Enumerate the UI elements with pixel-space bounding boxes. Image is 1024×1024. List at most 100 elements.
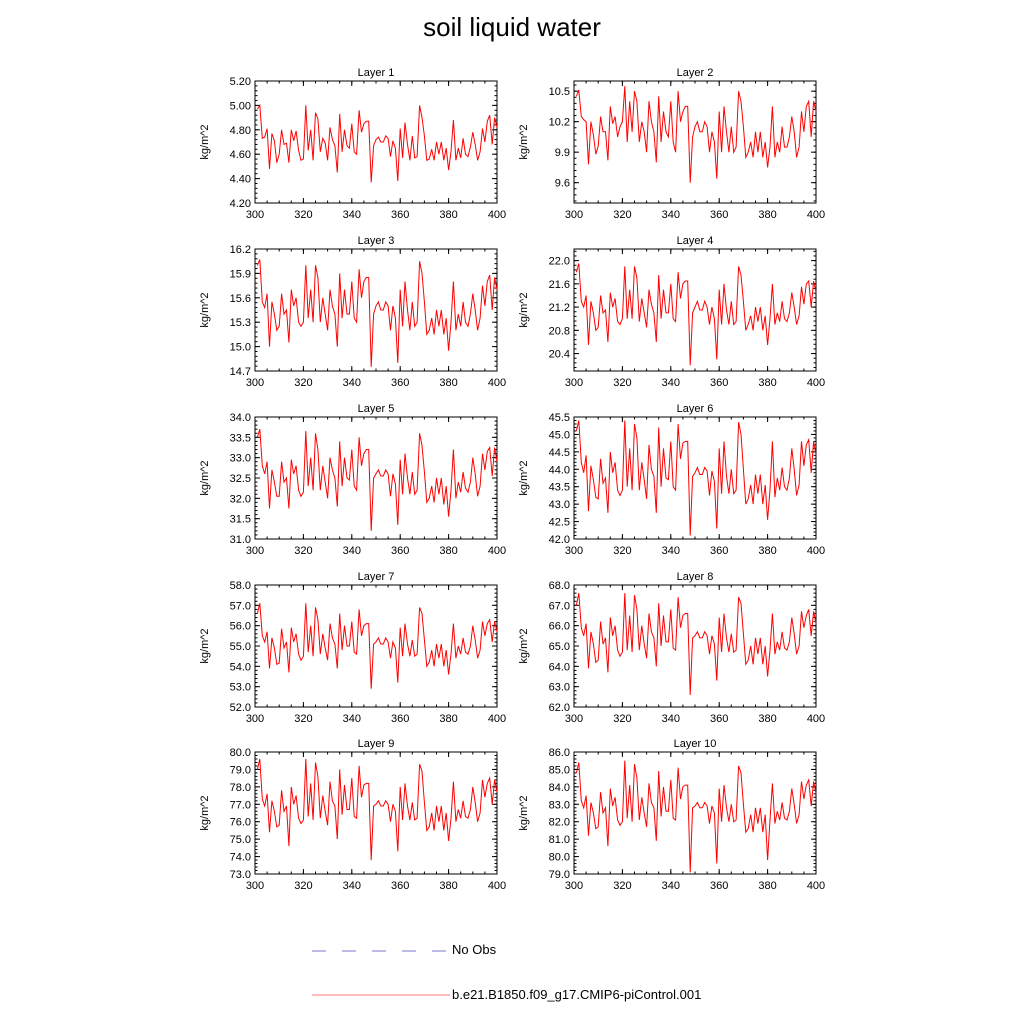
y-tick-label: 79.0: [230, 764, 251, 776]
y-tick-label: 21.2: [549, 302, 570, 314]
y-tick-label: 15.3: [230, 317, 251, 329]
y-tick-label: 4.60: [230, 149, 251, 161]
x-tick-label: 400: [807, 377, 825, 389]
y-tick-label: 54.0: [230, 661, 251, 673]
y-tick-label: 78.0: [230, 782, 251, 794]
legend-label-no-obs: No Obs: [452, 942, 497, 957]
y-tick-label: 5.00: [230, 100, 251, 112]
x-tick-label: 400: [488, 880, 506, 892]
y-tick-label: 9.9: [555, 147, 570, 159]
plot-frame: [254, 584, 498, 708]
x-tick-label: 300: [565, 713, 583, 725]
x-tick-label: 400: [807, 209, 825, 221]
x-tick-label: 300: [565, 880, 583, 892]
x-tick-label: 320: [294, 209, 312, 221]
y-tick-label: 33.0: [230, 453, 251, 465]
y-tick-label: 86.0: [549, 747, 570, 759]
plot-frame: [573, 584, 817, 708]
x-tick-label: 340: [662, 545, 680, 557]
x-tick-label: 380: [439, 545, 457, 557]
y-tick-label: 74.0: [230, 852, 251, 864]
chart-panel-5: Layer 5 300 320 340 360 380 400 31.0 31.5 32.0 32.…: [199, 403, 506, 557]
y-tick-label: 14.7: [230, 366, 251, 378]
x-tick-label: 360: [710, 713, 728, 725]
y-tick-label: 32.0: [230, 493, 251, 505]
y-tick-label: 4.20: [230, 198, 251, 210]
y-tick-label: 15.9: [230, 268, 251, 280]
x-tick-label: 300: [246, 880, 264, 892]
x-tick-label: 360: [391, 880, 409, 892]
y-tick-label: 80.0: [549, 852, 570, 864]
y-tick-label: 84.0: [549, 782, 570, 794]
x-tick-label: 380: [758, 377, 776, 389]
x-tick-label: 300: [565, 209, 583, 221]
panel-title: Layer 8: [677, 571, 714, 583]
y-tick-label: 21.6: [549, 279, 570, 291]
y-axis-label: kg/m^2: [518, 124, 530, 159]
y-tick-label: 33.5: [230, 432, 251, 444]
x-tick-label: 380: [758, 713, 776, 725]
chart-panel-6: Layer 6 300 320 340 360 380 400 42.0 42.5 43.0 43.…: [518, 403, 825, 557]
x-tick-label: 360: [391, 545, 409, 557]
legend-label-model: b.e21.B1850.f09_g17.CMIP6-piControl.001: [452, 987, 702, 1002]
series-line: [575, 760, 817, 873]
plot-frame: [573, 248, 817, 372]
series-line: [575, 86, 817, 183]
x-tick-label: 360: [391, 713, 409, 725]
y-tick-label: 31.5: [230, 514, 251, 526]
chart-panel-10: Layer 10 300 320 340 360 380 400 79.0 80.0 81.0 82…: [518, 738, 825, 892]
y-tick-label: 15.6: [230, 293, 251, 305]
plot-frame: [254, 751, 498, 875]
x-tick-label: 380: [439, 880, 457, 892]
y-tick-label: 64.0: [549, 661, 570, 673]
x-tick-label: 400: [488, 209, 506, 221]
x-tick-label: 360: [391, 377, 409, 389]
y-axis-label: kg/m^2: [199, 292, 211, 327]
plot-frame: [573, 751, 817, 875]
plot-frame: [254, 416, 498, 540]
x-tick-label: 320: [613, 377, 631, 389]
y-tick-label: 44.5: [549, 447, 570, 459]
chart-panel-2: Layer 2 300 320 340 360 380 400 9.6 9.9 10.2 10.5 k…: [518, 67, 825, 221]
x-tick-label: 320: [613, 209, 631, 221]
series-line: [256, 603, 498, 689]
y-tick-label: 5.20: [230, 76, 251, 88]
y-tick-label: 9.6: [555, 178, 570, 190]
chart-panel-9: Layer 9 300 320 340 360 380 400 73.0 74.0 75.0 76.…: [199, 738, 506, 892]
x-tick-label: 360: [710, 377, 728, 389]
y-tick-label: 10.2: [549, 117, 570, 129]
x-tick-label: 380: [439, 377, 457, 389]
x-tick-label: 380: [758, 880, 776, 892]
panel-title: Layer 5: [358, 403, 395, 415]
y-tick-label: 16.2: [230, 244, 251, 256]
y-tick-label: 45.5: [549, 412, 570, 424]
x-tick-label: 360: [391, 209, 409, 221]
y-tick-label: 75.0: [230, 834, 251, 846]
panel-title: Layer 6: [677, 403, 714, 415]
x-tick-label: 360: [710, 880, 728, 892]
x-tick-label: 400: [488, 377, 506, 389]
panel-title: Layer 1: [358, 67, 395, 79]
chart-panel-8: Layer 8 300 320 340 360 380 400 62.0 63.0 64.0 65.…: [518, 571, 825, 725]
series-line: [256, 103, 498, 183]
y-tick-label: 67.0: [549, 600, 570, 612]
y-axis-label: kg/m^2: [199, 795, 211, 830]
x-tick-label: 340: [343, 377, 361, 389]
legend-line-no-obs: [312, 950, 450, 952]
y-tick-label: 45.0: [549, 429, 570, 441]
y-axis-label: kg/m^2: [518, 460, 530, 495]
y-tick-label: 53.0: [230, 682, 251, 694]
x-tick-label: 400: [488, 545, 506, 557]
y-tick-label: 77.0: [230, 799, 251, 811]
y-tick-label: 58.0: [230, 580, 251, 592]
y-tick-label: 65.0: [549, 641, 570, 653]
x-tick-label: 400: [807, 545, 825, 557]
series-line: [256, 429, 498, 531]
x-tick-label: 300: [565, 545, 583, 557]
y-tick-label: 62.0: [549, 702, 570, 714]
chart-panel-7: Layer 7 300 320 340 360 380 400 52.0 53.0 54.0 55.…: [199, 571, 506, 725]
x-tick-label: 380: [439, 209, 457, 221]
x-tick-label: 300: [246, 545, 264, 557]
series-line: [256, 259, 498, 367]
series-line: [575, 420, 817, 536]
